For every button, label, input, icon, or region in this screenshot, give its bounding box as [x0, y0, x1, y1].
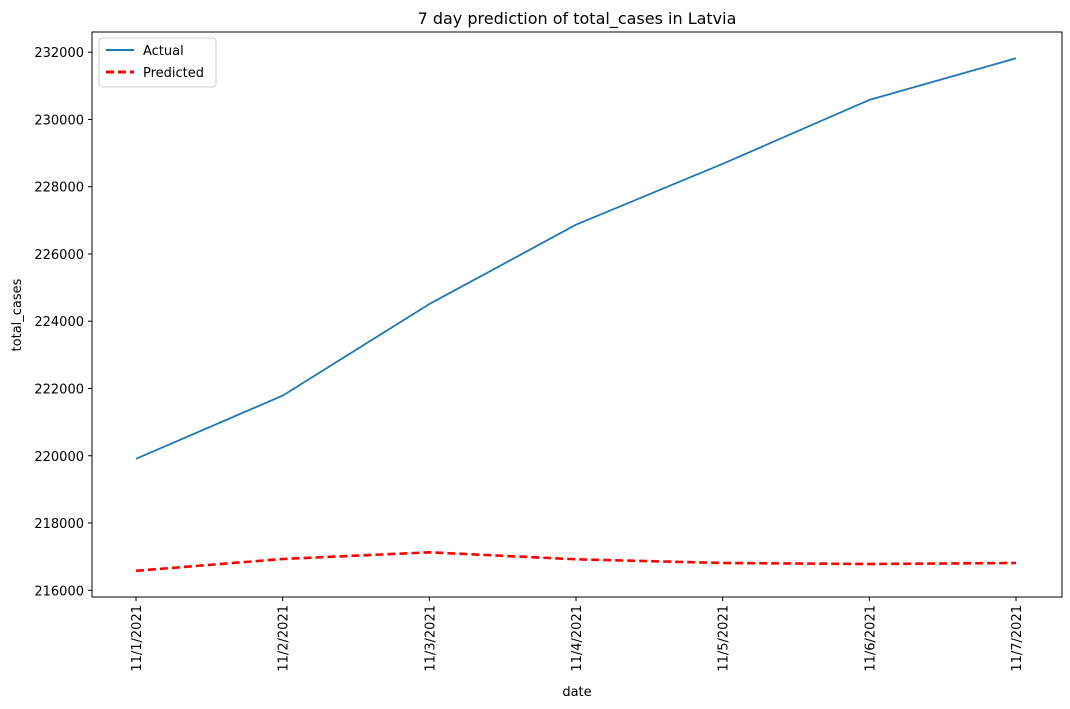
x-tick-label: 11/5/2021: [717, 605, 732, 672]
legend-label-actual: Actual: [143, 44, 184, 59]
x-tick-label: 11/4/2021: [570, 605, 585, 672]
x-tick-label: 11/2/2021: [277, 605, 292, 672]
series-line-predicted: [135, 550, 1017, 573]
x-tick-label: 11/7/2021: [1010, 605, 1025, 672]
y-tick-label: 232000: [34, 46, 84, 61]
x-tick-label: 11/3/2021: [423, 605, 438, 672]
legend-label-predicted: Predicted: [143, 66, 204, 81]
y-tick-label: 218000: [34, 517, 84, 532]
chart-title: 7 day prediction of total_cases in Latvi…: [418, 9, 737, 29]
y-axis-title: total_cases: [10, 278, 25, 351]
y-axis: 216000 218000 220000 222000 224000 226000 2280…: [34, 46, 92, 599]
y-tick-label: 228000: [34, 181, 84, 196]
x-axis: 11/1/2021 11/2/2021 11/3/2021 11/4/2021 11/5…: [130, 597, 1025, 672]
y-tick-label: 224000: [34, 315, 84, 330]
series-line-actual: [135, 57, 1017, 460]
x-axis-title: date: [562, 685, 591, 700]
x-tick-label: 11/6/2021: [863, 605, 878, 672]
y-tick-label: 230000: [34, 113, 84, 128]
y-tick-label: 226000: [34, 248, 84, 263]
y-tick-label: 216000: [34, 584, 84, 599]
y-tick-label: 220000: [34, 450, 84, 465]
x-tick-label: 11/1/2021: [130, 605, 145, 672]
y-tick-label: 222000: [34, 382, 84, 397]
legend: Actual Predicted: [98, 37, 217, 88]
plot-area-frame: [91, 31, 1063, 598]
series-layer: [135, 57, 1017, 573]
